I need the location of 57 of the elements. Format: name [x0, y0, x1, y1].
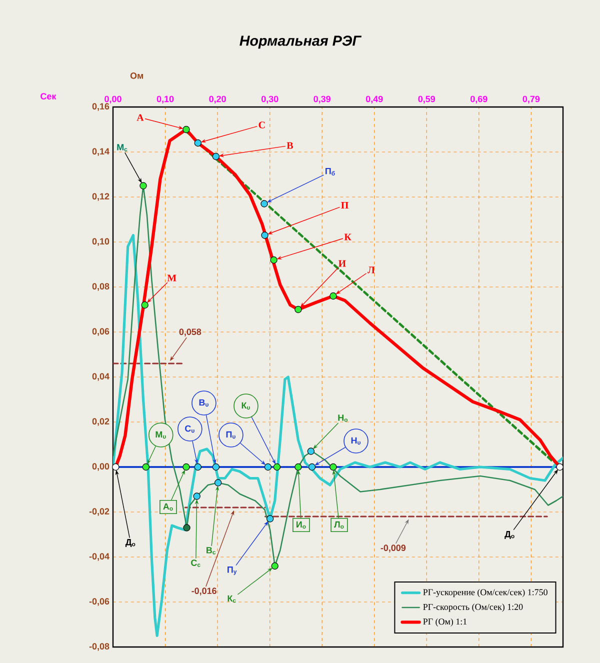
y-tick-label: 0,14 — [92, 148, 110, 156]
annotation: П$_{υ}$ — [226, 431, 236, 439]
x-tick-label: 0,49 — [366, 96, 383, 104]
annotation: К$_{υ}$ — [242, 402, 250, 410]
y-tick-label: 0,10 — [92, 238, 110, 246]
annotation: К$_{с}$ — [228, 595, 236, 603]
y-tick-label: 0,16 — [92, 103, 110, 111]
annotation: М$_{υ}$ — [156, 431, 166, 439]
annotation: 0,058 — [179, 328, 202, 336]
annotation: П — [341, 202, 348, 209]
annotation: В — [286, 142, 294, 149]
legend-label: РГ-ускорение (Ом/сек/сек) 1:750 — [423, 588, 548, 598]
annotation: Д$_{о}$ — [504, 531, 514, 539]
annotation: -0,016 — [192, 588, 216, 596]
y-tick-label: -0,04 — [89, 553, 110, 561]
y-axis-title: Ом — [130, 72, 144, 79]
y-tick-label: 0,12 — [92, 193, 110, 201]
annotation: В$_{с}$ — [206, 547, 216, 554]
y-tick-label: -0,08 — [89, 643, 110, 651]
annotation: Л$_{о}$ — [334, 521, 344, 529]
annotation: С — [258, 122, 265, 128]
annotation: Л — [368, 266, 375, 274]
legend-label: РГ-скорость (Ом/сек) 1:20 — [423, 604, 523, 612]
y-tick-label: 0,04 — [92, 373, 110, 381]
y-tick-label: 0,08 — [92, 283, 110, 291]
x-tick-label: 0,00 — [104, 96, 122, 104]
x-tick-label: 0,79 — [522, 96, 540, 104]
annotation: П$_{у}$ — [228, 566, 237, 575]
x-axis-title: Сек — [40, 93, 56, 100]
x-tick-label: 0,30 — [262, 96, 278, 104]
y-tick-label: 0,02 — [92, 418, 110, 426]
y-tick-label: 0,00 — [92, 463, 110, 471]
x-tick-label: 0,20 — [209, 96, 226, 104]
annotation: И — [338, 260, 346, 267]
x-tick-label: 0,10 — [156, 96, 174, 104]
annotation: А — [136, 114, 144, 121]
annotation: Н$_{υ}$ — [351, 437, 360, 445]
y-tick-label: -0,02 — [89, 508, 110, 516]
annotation: С$_{υ}$ — [185, 425, 194, 433]
annotation: П$_{б}$ — [326, 168, 335, 176]
x-tick-label: 0,59 — [418, 96, 436, 104]
annotation: Н$_{о}$ — [338, 414, 348, 422]
annotation: А$_{о}$ — [163, 503, 173, 511]
annotation: В$_{υ}$ — [199, 399, 208, 407]
annotation: И$_{о}$ — [296, 521, 306, 529]
x-tick-label: 0,39 — [314, 96, 330, 104]
annotation: С$_{с}$ — [191, 560, 200, 567]
annotation: К — [344, 234, 352, 240]
y-tick-label: 0,06 — [92, 328, 110, 336]
annotation: -0,009 — [380, 544, 406, 552]
chart-title: Нормальная РЭГ — [240, 36, 362, 49]
legend-label: РГ (Ом) 1:1 — [423, 618, 467, 626]
annotation: М$_{с}$ — [117, 144, 128, 152]
x-tick-label: 0,69 — [470, 96, 488, 104]
y-tick-label: -0,06 — [89, 598, 110, 606]
annotation: М — [167, 274, 176, 282]
annotation: Д$_{о}$ — [125, 539, 136, 547]
